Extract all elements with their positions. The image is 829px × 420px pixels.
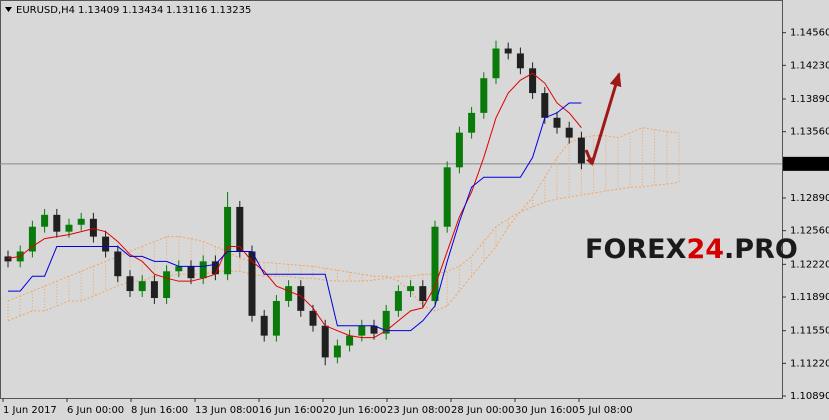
candle-body: [541, 93, 549, 118]
indicator-line: [8, 102, 582, 332]
x-tick-label: 23 Jun 08:00: [387, 405, 451, 416]
y-tick-label: 1.12220: [790, 259, 829, 270]
candle-body: [370, 325, 378, 334]
indicator-line: [7, 72, 582, 339]
candle-body: [529, 68, 537, 94]
watermark: FOREX24.PRO: [585, 234, 798, 265]
candle-body: [236, 206, 244, 252]
candle-body: [297, 286, 305, 311]
watermark-part: .PRO: [724, 234, 798, 265]
cloud-edge: [7, 181, 680, 322]
candle-body: [65, 224, 73, 232]
header-value: 1.13235: [210, 5, 251, 16]
candle-body: [4, 256, 12, 262]
candle-body: [309, 310, 317, 326]
y-tick-label: 1.10890: [790, 391, 829, 402]
y-tick-label: 1.11220: [790, 358, 829, 369]
candle-body: [321, 325, 329, 358]
candle-body: [333, 345, 341, 358]
x-tick-label: 13 Jun 08:00: [195, 405, 259, 416]
candle-body: [565, 127, 573, 138]
y-tick-label: 1.13560: [790, 127, 829, 138]
candle-body: [102, 236, 110, 252]
candle-body: [163, 271, 171, 299]
price-label-box: [783, 156, 829, 171]
candle-body: [138, 281, 146, 292]
y-tick-label: 1.14230: [790, 60, 829, 71]
header-value: 1.13116: [166, 5, 207, 16]
watermark-part: FOREX: [585, 234, 687, 265]
candle-body: [346, 335, 354, 346]
candle-body: [382, 310, 390, 334]
candle-body: [199, 261, 207, 279]
candle-body: [577, 137, 585, 164]
plot-area: [0, 0, 783, 399]
candle-body: [455, 132, 463, 168]
candle-body: [114, 251, 122, 277]
candle-body: [175, 266, 183, 272]
header-value: 1.13409: [78, 5, 119, 16]
plot-layer: [0, 40, 782, 366]
candle-body: [41, 214, 49, 227]
x-tick-label: 20 Jun 16:00: [323, 405, 387, 416]
x-tick-label: 1 Jun 2017: [3, 405, 57, 416]
x-tick-label: 8 Jun 16:00: [131, 405, 188, 416]
candle-body: [419, 286, 427, 301]
candle-body: [89, 218, 97, 237]
x-tick-label: 6 Jun 00:00: [67, 405, 124, 416]
candle-body: [553, 117, 561, 128]
candle-body: [394, 291, 402, 311]
candle-body: [285, 286, 293, 301]
candle-body: [468, 112, 476, 133]
candle-body: [211, 261, 219, 275]
header-value: 1.13434: [122, 5, 163, 16]
candle-body: [28, 226, 36, 252]
candle-body: [224, 206, 232, 275]
candle-body: [248, 251, 256, 316]
candle-body: [272, 300, 280, 336]
annotation-arrow: [584, 149, 594, 166]
candle-body: [77, 218, 85, 225]
candle-body: [516, 53, 524, 69]
candle-body: [480, 78, 488, 113]
symbol: EURUSD,H4: [16, 5, 75, 16]
price-label: 1.13235: [790, 159, 829, 170]
candle-body: [492, 48, 500, 79]
y-tick-label: 1.11890: [790, 292, 829, 303]
candle-body: [431, 226, 439, 301]
x-tick-label: 30 Jun 16:00: [515, 405, 579, 416]
x-tick-label: 16 Jun 16:00: [259, 405, 323, 416]
candle-body: [443, 167, 451, 227]
y-tick-label: 1.11550: [790, 326, 829, 337]
candle-body: [407, 286, 415, 292]
candle-body: [150, 281, 158, 299]
menu-triangle: [5, 7, 12, 12]
y-tick-label: 1.13890: [790, 94, 829, 105]
y-tick-label: 1.12560: [790, 226, 829, 237]
candle-body: [260, 315, 268, 336]
y-tick-label: 1.12890: [790, 193, 829, 204]
candle-body: [358, 325, 366, 336]
candle-body: [53, 214, 61, 232]
candle-body: [187, 266, 195, 279]
candle-body: [504, 48, 512, 54]
x-tick-label: 5 Jul 08:00: [579, 405, 633, 416]
watermark-part: 24: [686, 234, 724, 265]
y-tick-label: 1.14560: [790, 28, 829, 39]
annotation-arrow: [590, 72, 622, 165]
candle-body: [126, 276, 134, 292]
x-tick-label: 28 Jun 00:00: [451, 405, 515, 416]
